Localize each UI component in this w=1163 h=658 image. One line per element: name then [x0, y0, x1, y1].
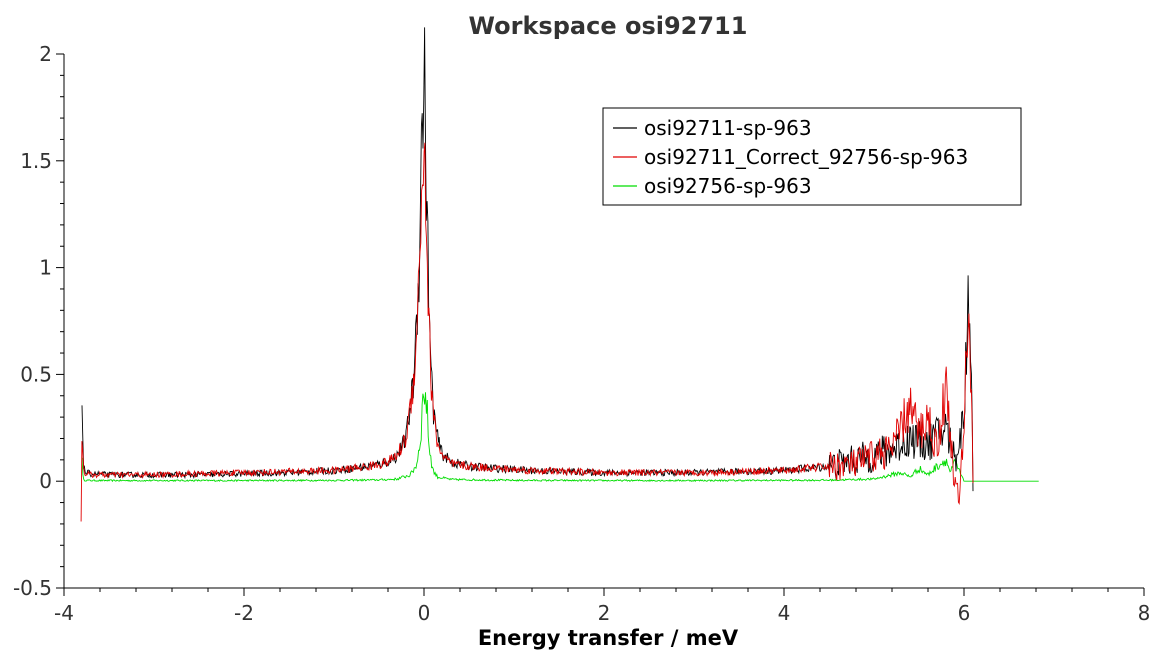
ticks: -4 -2 0 2 4 6 8 -0.5 0 0.5 1 1.5 2 [13, 42, 1150, 625]
y-tick-label: 1 [39, 256, 52, 280]
x-tick-label: 6 [958, 601, 971, 625]
y-tick-label: -0.5 [13, 576, 52, 600]
series-layer [80, 27, 1039, 522]
y-tick-label: 0.5 [20, 362, 52, 386]
legend-label: osi92711-sp-963 [644, 116, 812, 140]
y-tick-label: 1.5 [20, 149, 52, 173]
legend-label: osi92756-sp-963 [644, 174, 812, 198]
y-tick-label: 0 [39, 469, 52, 493]
legend: osi92711-sp-963 osi92711_Correct_92756-sp… [602, 107, 1022, 206]
y-tick-label: 2 [39, 42, 52, 66]
x-tick-label: -2 [234, 601, 254, 625]
series-line-1 [81, 27, 974, 492]
x-axis-label: Energy transfer / meV [478, 626, 739, 650]
series-line-3 [81, 392, 1039, 483]
legend-label: osi92711_Correct_92756-sp-963 [644, 145, 968, 169]
x-tick-label: 0 [418, 601, 431, 625]
x-tick-label: 4 [778, 601, 791, 625]
x-tick-label: 2 [598, 601, 611, 625]
x-tick-label: 8 [1138, 601, 1151, 625]
chart-title: Workspace osi92711 [469, 12, 748, 40]
series-line-2 [80, 142, 974, 522]
x-tick-label: -4 [54, 601, 74, 625]
legend-box [602, 107, 1022, 206]
